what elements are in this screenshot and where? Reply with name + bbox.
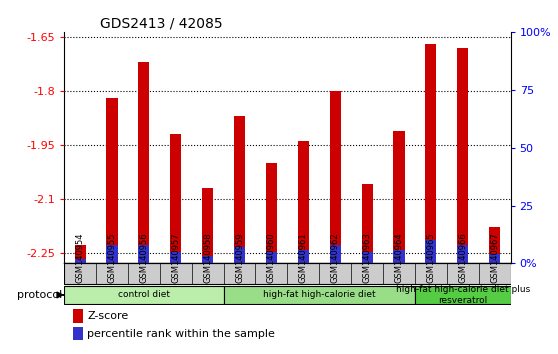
Text: high-fat high-calorie diet: high-fat high-calorie diet bbox=[263, 291, 376, 299]
Bar bbox=[393, 250, 405, 263]
Bar bbox=[266, 163, 277, 263]
Bar bbox=[170, 134, 181, 263]
Bar bbox=[138, 62, 150, 263]
Text: high-fat high-calorie diet plus
resveratrol: high-fat high-calorie diet plus resverat… bbox=[396, 285, 530, 305]
Text: GSM140963: GSM140963 bbox=[363, 233, 372, 284]
FancyBboxPatch shape bbox=[224, 286, 415, 304]
Text: GDS2413 / 42085: GDS2413 / 42085 bbox=[100, 17, 223, 31]
Bar bbox=[202, 188, 213, 263]
Text: GSM140967: GSM140967 bbox=[490, 233, 499, 284]
FancyBboxPatch shape bbox=[415, 286, 511, 304]
Bar bbox=[266, 252, 277, 263]
Bar bbox=[73, 309, 83, 322]
Bar bbox=[457, 48, 468, 263]
Text: GSM140956: GSM140956 bbox=[140, 233, 148, 284]
Bar bbox=[425, 240, 436, 263]
Bar bbox=[138, 245, 150, 263]
Bar bbox=[457, 245, 468, 263]
Bar bbox=[330, 91, 341, 263]
Text: GSM140957: GSM140957 bbox=[171, 233, 180, 284]
Text: GSM140964: GSM140964 bbox=[395, 233, 403, 284]
Bar bbox=[75, 259, 86, 263]
Text: GSM140962: GSM140962 bbox=[331, 233, 340, 284]
Bar bbox=[298, 250, 309, 263]
Text: Z-score: Z-score bbox=[88, 311, 129, 321]
Text: GSM140966: GSM140966 bbox=[458, 233, 467, 284]
Text: GSM140958: GSM140958 bbox=[203, 233, 212, 284]
Text: GSM140954: GSM140954 bbox=[76, 233, 85, 284]
Text: control diet: control diet bbox=[118, 291, 170, 299]
Bar bbox=[107, 245, 118, 263]
Text: protocol: protocol bbox=[17, 290, 62, 300]
Text: GSM140965: GSM140965 bbox=[426, 233, 435, 284]
Text: GSM140961: GSM140961 bbox=[299, 233, 308, 284]
Bar bbox=[362, 184, 373, 263]
Bar bbox=[425, 44, 436, 263]
Bar bbox=[393, 131, 405, 263]
Text: GSM140960: GSM140960 bbox=[267, 233, 276, 284]
Bar bbox=[362, 252, 373, 263]
Bar bbox=[234, 116, 245, 263]
Bar bbox=[64, 263, 511, 285]
Text: GSM140955: GSM140955 bbox=[108, 233, 117, 284]
Bar bbox=[170, 252, 181, 263]
Bar bbox=[330, 245, 341, 263]
Bar bbox=[489, 228, 500, 263]
Bar bbox=[107, 98, 118, 263]
FancyBboxPatch shape bbox=[64, 286, 224, 304]
Bar bbox=[75, 245, 86, 263]
Bar bbox=[202, 256, 213, 263]
Bar bbox=[234, 247, 245, 263]
Bar bbox=[73, 327, 83, 340]
Text: GSM140959: GSM140959 bbox=[235, 233, 244, 284]
Text: percentile rank within the sample: percentile rank within the sample bbox=[88, 329, 275, 338]
Bar bbox=[298, 141, 309, 263]
Bar bbox=[489, 254, 500, 263]
